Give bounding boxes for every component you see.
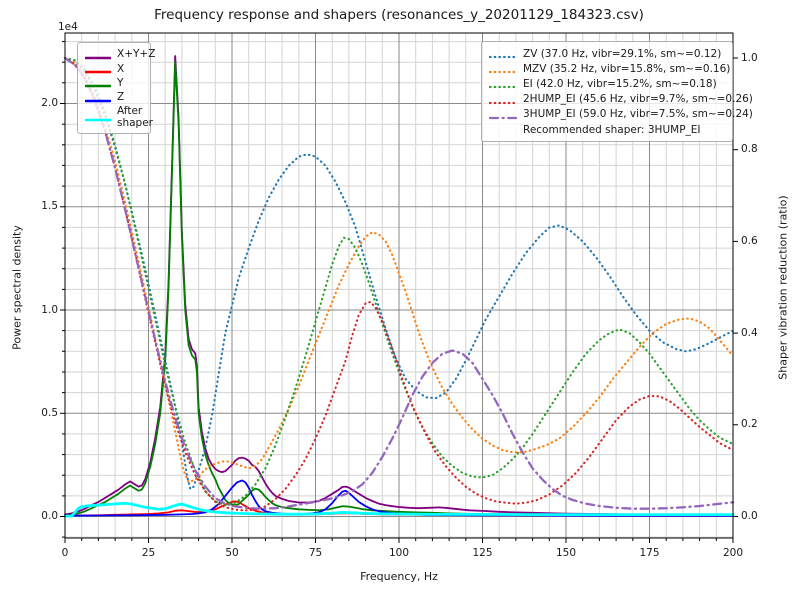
legend-swatch-3hump-ei [488,112,518,119]
legend-label: EI (42.0 Hz, vibr=15.2%, sm~=0.18) [523,77,717,90]
legend-swatch-zv [488,51,518,59]
y-left-tick-label: 1.0 [41,303,58,316]
legend-swatch-z [84,95,112,103]
y-left-tick-label: 2.0 [41,97,58,109]
legend-item-zv: ZV (37.0 Hz, vibr=29.1%, sm~=0.12) [488,46,725,61]
y-right-tick-label: 0.2 [741,418,758,431]
y-axis-label-right: Shaper vibration reduction (ratio) [776,195,790,380]
legend-item-z: Z [84,90,143,104]
y-left-tick-label: 0.5 [41,406,58,419]
legend-item-2hump-ei: 2HUMP_EI (45.6 Hz, vibr=9.7%, sm~=0.26) [488,92,753,107]
x-tick-label: 125 [472,547,493,559]
y-axis-multiplier: 1e4 [58,21,78,33]
y-axis-label-left: Power spectral density [10,225,24,350]
x-tick-label: 50 [225,547,239,559]
legend-label: Y [117,76,124,89]
series-ei [63,56,735,507]
legend-swatch-mzv [488,66,518,74]
series-3hump-ei [63,56,735,510]
legend-swatch-x [84,66,112,74]
legend-item-after-shaper: After shaper [84,105,153,129]
legend-label: MZV (35.2 Hz, vibr=15.8%, sm~=0.16) [523,62,731,75]
legend-swatch-2hump-ei [488,97,518,104]
y-right-tick-label: 0.6 [741,234,758,247]
series-after-shaper [63,501,735,518]
y-left-tick-label: 1.5 [41,200,58,213]
legend-item-x: X [84,61,143,75]
series-2hump-ei [63,56,735,512]
legend-shapers: ZV (37.0 Hz, vibr=29.1%, sm~=0.12) MZV (… [481,41,753,143]
legend-label: ZV (37.0 Hz, vibr=29.1%, sm~=0.12) [523,47,722,60]
x-tick-label: 200 [722,547,744,559]
legend-note-recommended-shaper: Recommended shaper: 3HUMP_EI [489,122,725,137]
series-zv [63,56,735,491]
legend-label: Z [117,91,125,104]
legend-item-3hump-ei: 3HUMP_EI (59.0 Hz, vibr=7.5%, sm~=0.24) [488,107,753,122]
legend-swatch-ei [488,81,518,89]
y-right-tick-label: 0.0 [741,510,758,522]
legend-item-mzv: MZV (35.2 Hz, vibr=15.8%, sm~=0.16) [488,61,730,76]
x-tick-label: 0 [61,547,69,559]
legend-note-label: Recommended shaper: 3HUMP_EI [523,123,701,136]
y-right-tick-label: 0.4 [741,326,758,339]
legend-psd: X+Y+Z X Y Z After shaper [77,42,155,134]
legend-swatch-y [84,80,112,88]
series-x-y-z [64,55,734,516]
y-right-tick-label: 1.0 [741,51,758,64]
legend-swatch-after-shaper [84,114,112,122]
legend-item-xyz: X+Y+Z [84,47,155,61]
x-tick-label: 175 [639,547,660,559]
series-y [64,61,734,517]
y-right-tick-label: 0.8 [741,143,758,156]
series [63,55,735,518]
legend-swatch-xyz [84,52,112,59]
x-tick-label: 75 [308,547,323,559]
y-left-tick-label: 0.0 [41,510,58,522]
x-tick-label: 150 [555,547,577,559]
legend-label: 3HUMP_EI (59.0 Hz, vibr=7.5%, sm~=0.24) [523,108,753,121]
x-tick-label: 100 [388,547,410,559]
legend-swatch-empty [489,127,517,132]
legend-item-ei: EI (42.0 Hz, vibr=15.2%, sm~=0.18) [488,76,725,91]
x-axis-label: Frequency, Hz [360,570,438,583]
ticks [60,41,738,543]
legend-label: X+Y+Z [117,48,156,61]
legend-label: 2HUMP_EI (45.6 Hz, vibr=9.7%, sm~=0.26) [523,93,753,106]
chart-title: Frequency response and shapers (resonanc… [154,7,644,23]
legend-label: X [117,62,125,75]
x-tick-label: 25 [141,547,156,559]
legend-label: After shaper [117,104,154,129]
legend-item-y: Y [84,76,143,90]
